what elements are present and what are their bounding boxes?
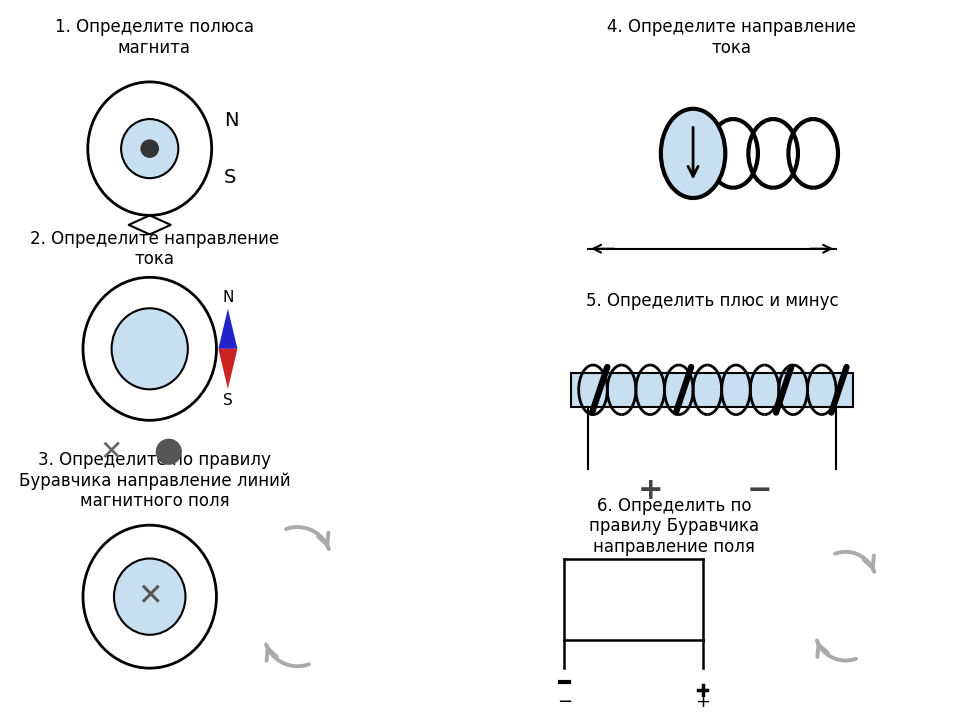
Text: ✕: ✕ bbox=[137, 582, 162, 611]
Polygon shape bbox=[218, 309, 237, 348]
Text: N: N bbox=[224, 111, 239, 130]
Text: 1. Определите полюса
магнита: 1. Определите полюса магнита bbox=[55, 18, 254, 57]
Circle shape bbox=[141, 140, 158, 157]
Text: −: − bbox=[747, 477, 773, 505]
Text: +: + bbox=[637, 477, 663, 505]
Text: 3. Определите по правилу
Буравчика направление линий
магнитного поля: 3. Определите по правилу Буравчика напра… bbox=[18, 451, 290, 510]
Text: −: − bbox=[557, 693, 572, 711]
Text: 5. Определить плюс и минус: 5. Определить плюс и минус bbox=[586, 292, 838, 310]
Ellipse shape bbox=[83, 525, 216, 668]
Text: 4. Определите направление
тока: 4. Определите направление тока bbox=[607, 18, 855, 57]
Circle shape bbox=[156, 439, 181, 464]
Ellipse shape bbox=[660, 109, 726, 198]
Ellipse shape bbox=[121, 119, 179, 178]
Text: ✕: ✕ bbox=[100, 438, 123, 466]
Polygon shape bbox=[218, 348, 237, 389]
Text: 2. Определите направление
тока: 2. Определите направление тока bbox=[30, 230, 279, 269]
Ellipse shape bbox=[83, 277, 216, 420]
Text: N: N bbox=[222, 290, 233, 305]
Bar bbox=[571, 373, 853, 407]
Text: 6. Определить по
правилу Буравчика
направление поля: 6. Определить по правилу Буравчика напра… bbox=[588, 497, 759, 556]
Text: S: S bbox=[223, 392, 232, 408]
Text: +: + bbox=[695, 693, 710, 711]
Ellipse shape bbox=[87, 82, 212, 215]
Ellipse shape bbox=[114, 559, 185, 635]
Text: S: S bbox=[224, 168, 236, 186]
Ellipse shape bbox=[111, 308, 188, 390]
